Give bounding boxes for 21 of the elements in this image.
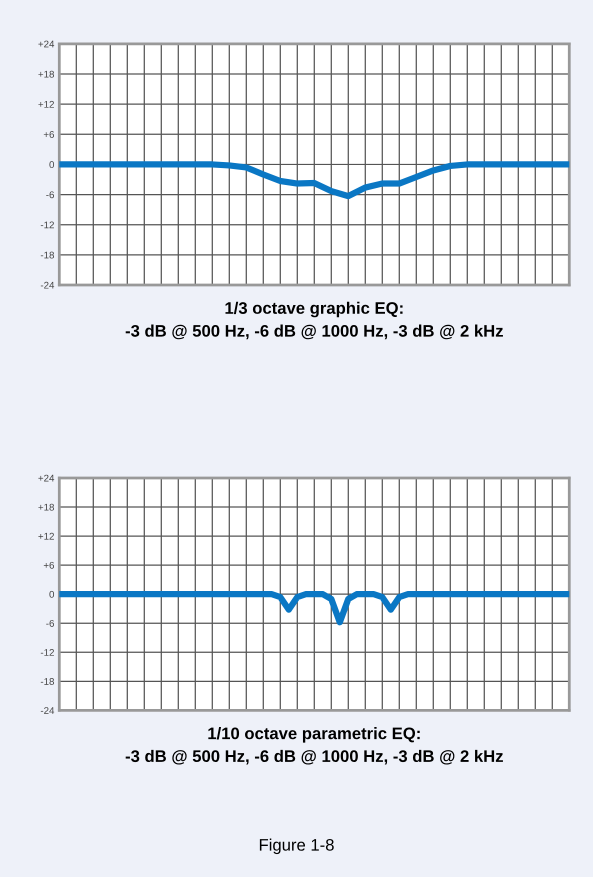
y-tick-label: +6 (44, 562, 54, 569)
caption: Figure 1-8 (260, 838, 334, 854)
y-tick-label: +12 (38, 532, 54, 540)
y-tick-label: +18 (38, 504, 54, 511)
x-axis-title: 1/10 octave parametric EQ: -3 dB @ 500 Hz, -6 dB @ 1000 Hz, -3 dB @ 2 kHz (126, 727, 503, 765)
y-tick-label: +18 (38, 70, 54, 78)
y-tick-label: -6 (46, 191, 54, 198)
y-tick-label: -12 (40, 649, 54, 656)
y-tick-label: 0 (49, 590, 54, 598)
y-tick-label: +12 (38, 100, 54, 108)
y-tick-label: -24 (40, 282, 54, 289)
y-tick-label: -12 (40, 221, 54, 228)
y-tick-label: -6 (46, 620, 54, 627)
y-tick-label: -24 (40, 707, 54, 714)
y-tick-label: +24 (38, 40, 54, 48)
x-axis-title: 1/3 octave graphic EQ: -3 dB @ 500 Hz, -6 dB @ 1000 Hz, -3 dB @ 2 kHz (126, 302, 503, 340)
y-tick-label: +6 (44, 131, 54, 138)
y-tick-label: 0 (49, 161, 54, 168)
y-tick-label: -18 (40, 252, 54, 258)
y-tick-label: +24 (38, 474, 54, 482)
y-tick-label: -18 (40, 678, 54, 685)
